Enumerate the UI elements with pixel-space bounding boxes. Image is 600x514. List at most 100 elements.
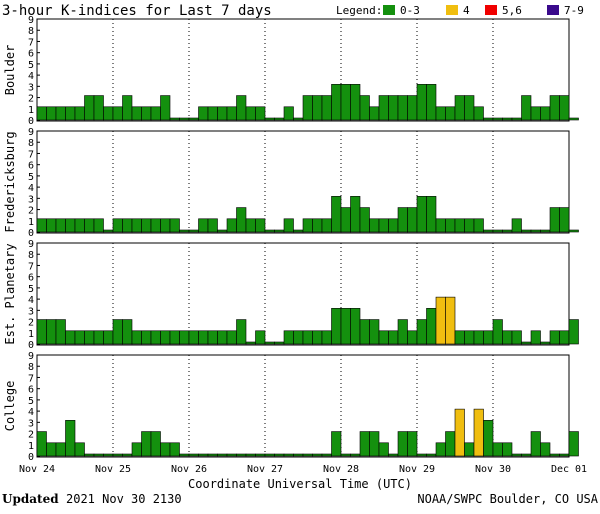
k-index-bar <box>112 319 123 345</box>
k-index-bar <box>150 218 161 233</box>
k-index-bar <box>369 218 380 233</box>
k-index-bar <box>559 95 570 121</box>
k-index-bar <box>454 218 465 233</box>
x-tick-label: Nov 25 <box>95 464 131 475</box>
y-tick-label: 7 <box>28 149 34 160</box>
k-index-bar <box>103 453 114 457</box>
k-index-bar <box>369 319 380 345</box>
panel-label: Fredericksburg <box>3 131 17 232</box>
k-index-bar <box>559 453 570 457</box>
k-index-bar <box>160 218 171 233</box>
k-index-bar <box>46 106 57 121</box>
k-index-bar <box>388 453 399 457</box>
k-index-bar <box>426 308 437 345</box>
k-index-bar <box>36 218 47 233</box>
k-index-bar <box>169 218 180 233</box>
k-index-bar <box>492 319 503 345</box>
k-index-bar <box>445 106 456 121</box>
y-tick-label: 1 <box>28 105 34 116</box>
k-index-bar <box>350 84 361 121</box>
k-index-bar <box>226 106 237 121</box>
y-tick-label: 8 <box>28 138 34 149</box>
k-index-bar <box>36 106 47 121</box>
k-index-bar <box>549 95 560 121</box>
k-index-bar <box>530 229 541 233</box>
k-index-bar <box>264 117 275 121</box>
k-index-bar <box>540 229 551 233</box>
chart-title: 3-hour K-indices for Last 7 days <box>2 3 272 19</box>
k-index-bar <box>207 330 218 345</box>
k-index-bar <box>473 106 484 121</box>
k-index-bar <box>293 229 304 233</box>
updated-value: 2021 Nov 30 2130 <box>66 492 182 506</box>
k-index-bar <box>169 117 180 121</box>
k-index-bar <box>274 341 285 345</box>
k-index-bar <box>559 207 570 233</box>
k-index-bar <box>359 95 370 121</box>
k-index-bar <box>464 442 475 457</box>
k-index-bar <box>55 319 66 345</box>
k-index-bar <box>293 330 304 345</box>
k-index-bar <box>55 106 66 121</box>
k-index-bar <box>131 106 142 121</box>
k-index-bar <box>540 106 551 121</box>
k-index-bar <box>236 319 247 345</box>
legend-item-4: 4 <box>463 4 470 17</box>
k-index-bar <box>236 453 247 457</box>
k-index-bar <box>435 218 446 233</box>
k-index-bar <box>568 229 579 233</box>
k-index-bar <box>245 218 256 233</box>
k-index-bar <box>388 330 399 345</box>
k-index-bar <box>540 341 551 345</box>
k-index-bar <box>369 106 380 121</box>
k-index-bar <box>407 207 418 233</box>
k-index-bar <box>217 229 228 233</box>
y-tick-label: 1 <box>28 441 34 452</box>
k-index-bar <box>122 218 133 233</box>
k-index-bar <box>492 229 503 233</box>
k-index-bar <box>416 453 427 457</box>
legend-item-7-9: 7-9 <box>564 4 584 17</box>
k-index-bar <box>84 218 95 233</box>
k-index-bar <box>160 330 171 345</box>
k-index-bar <box>397 431 408 457</box>
y-tick-label: 4 <box>28 295 34 306</box>
y-tick-label: 0 <box>28 452 34 463</box>
y-tick-label: 2 <box>28 430 34 441</box>
y-tick-label: 2 <box>28 206 34 217</box>
k-index-bar <box>103 330 114 345</box>
y-tick-label: 6 <box>28 385 34 396</box>
k-index-bar <box>179 330 190 345</box>
k-index-bar <box>84 95 95 121</box>
k-index-bar <box>122 453 133 457</box>
k-index-bar <box>378 330 389 345</box>
k-index-bar <box>217 453 228 457</box>
legend: Legend: 0-3 4 5,6 7-9 <box>336 4 584 17</box>
k-index-bar <box>502 117 513 121</box>
k-index-bar <box>283 106 294 121</box>
y-tick-label: 5 <box>28 284 34 295</box>
k-index-bar <box>283 453 294 457</box>
y-tick-label: 9 <box>28 15 34 26</box>
k-index-bar <box>188 453 199 457</box>
k-index-bar <box>568 319 579 345</box>
k-index-bar <box>426 84 437 121</box>
k-index-bar <box>188 117 199 121</box>
k-index-bar <box>549 330 560 345</box>
k-index-bar <box>454 95 465 121</box>
legend-swatch-5-6 <box>485 5 497 15</box>
legend-item-5-6: 5,6 <box>502 4 522 17</box>
k-index-bar <box>397 95 408 121</box>
k-index-bar <box>112 106 123 121</box>
k-index-bar <box>511 117 522 121</box>
k-index-bar <box>217 106 228 121</box>
k-index-bar <box>464 330 475 345</box>
k-index-bar <box>312 330 323 345</box>
k-index-bar <box>331 84 342 121</box>
k-index-bar <box>274 117 285 121</box>
credit: NOAA/SWPC Boulder, CO USA <box>417 492 598 506</box>
k-index-bar <box>169 330 180 345</box>
k-index-bar <box>112 218 123 233</box>
panel-label: Est. Planetary <box>3 243 17 344</box>
